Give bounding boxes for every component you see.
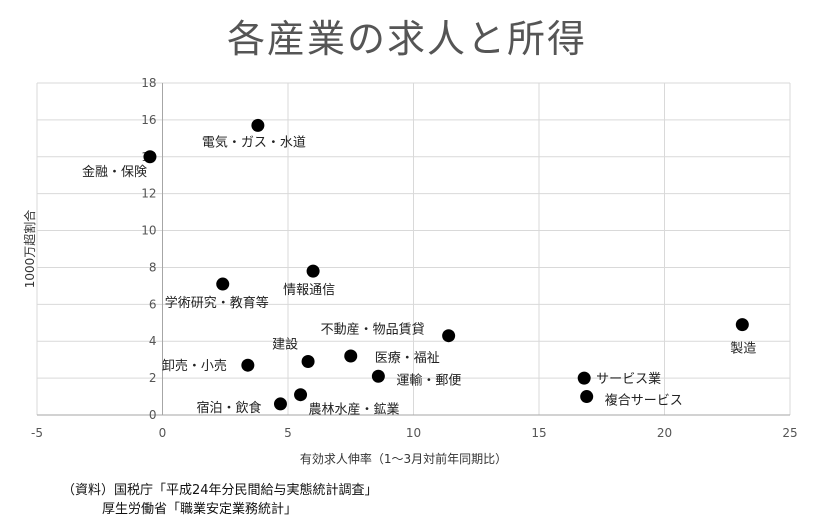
data-point-label: 学術研究・教育等 — [165, 295, 269, 311]
source-line-2: 厚生労働省「職業安定業務統計」 — [102, 502, 298, 517]
x-tick-label: 0 — [159, 426, 167, 440]
y-axis-label: 1000万超割合 — [22, 210, 37, 289]
x-tick-label: 10 — [406, 426, 421, 440]
x-tick-label: 15 — [531, 426, 546, 440]
x-axis-label: 有効求人伸率（1～3月対前年同期比） — [300, 451, 507, 466]
data-point-label: 情報通信 — [283, 283, 335, 298]
data-point — [371, 369, 385, 383]
data-point — [241, 358, 255, 372]
y-tick-label: 2 — [149, 371, 157, 385]
data-point — [216, 277, 230, 291]
chart-title: 各産業の求人と所得 — [226, 17, 587, 61]
y-tick-label: 4 — [149, 334, 157, 348]
data-point-label: 不動産・物品賃貸 — [321, 322, 425, 338]
x-tick-label: 5 — [284, 426, 292, 440]
data-point-label: サービス業 — [596, 371, 661, 387]
source-note: （資料）国税庁「平成24年分民間給与実態統計調査」 厚生労働省「職業安定業務統計… — [62, 481, 378, 519]
data-point-label: 電気・ガス・水道 — [202, 134, 306, 150]
data-point — [344, 349, 358, 363]
source-line-1: （資料）国税庁「平成24年分民間給与実態統計調査」 — [62, 483, 378, 498]
data-point — [442, 329, 456, 343]
data-point — [306, 264, 320, 278]
y-tick-label: 18 — [141, 76, 156, 90]
data-point — [143, 150, 157, 164]
data-point-label: 製造 — [730, 342, 756, 357]
data-point-label: 建設 — [272, 337, 298, 353]
data-point-label: 金融・保険 — [82, 164, 147, 180]
y-tick-label: 16 — [141, 113, 156, 127]
data-point — [251, 118, 265, 132]
data-point — [735, 318, 749, 332]
data-point — [294, 388, 308, 402]
data-point-label: 運輸・郵便 — [396, 373, 461, 388]
data-point — [580, 390, 594, 404]
x-tick-label: 20 — [657, 426, 672, 440]
data-point-label: 卸売・小売 — [162, 358, 227, 374]
y-tick-label: 8 — [149, 260, 157, 274]
y-tick-label: 6 — [149, 297, 157, 311]
data-point-label: 宿泊・飲食 — [196, 400, 261, 416]
y-tick-label: 12 — [141, 187, 156, 201]
data-point — [301, 355, 315, 369]
data-point — [273, 397, 287, 411]
scatter-chart: 024681012141618-50510152025有効求人伸率（1～3月対前… — [22, 76, 798, 466]
x-tick-label: -5 — [31, 426, 43, 440]
data-point-label: 医療・福祉 — [375, 351, 440, 366]
data-point — [577, 371, 591, 385]
y-tick-label: 0 — [149, 408, 157, 422]
data-point-label: 複合サービス — [605, 393, 683, 409]
x-tick-label: 25 — [782, 426, 797, 440]
data-point-label: 農林水産・鉱業 — [309, 402, 400, 418]
y-tick-label: 10 — [141, 224, 156, 238]
